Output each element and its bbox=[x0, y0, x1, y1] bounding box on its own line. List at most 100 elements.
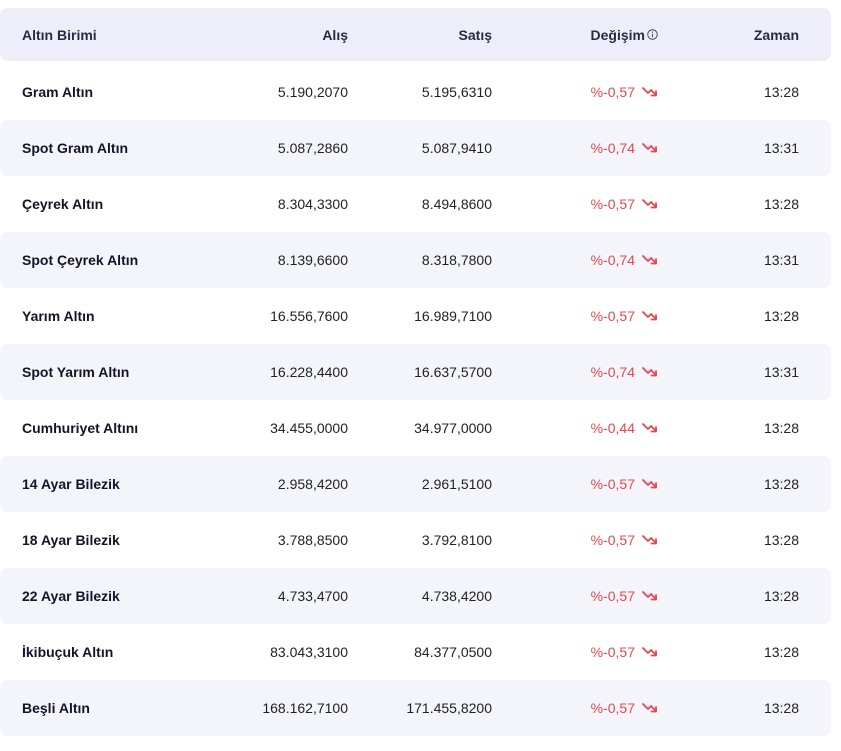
row-degisim-value: %-0,74 bbox=[590, 252, 635, 268]
header-degisim-label: Değişim bbox=[590, 26, 645, 43]
row-degisim-value: %-0,57 bbox=[590, 308, 635, 324]
row-name: 18 Ayar Bilezik bbox=[22, 532, 120, 548]
row-satis: 84.377,0500 bbox=[414, 644, 492, 660]
table-row[interactable]: 14 Ayar Bilezik 2.958,4200 2.961,5100 %-0,5… bbox=[0, 456, 831, 512]
row-alis: 8.139,6600 bbox=[277, 252, 348, 268]
row-satis: 8.494,8600 bbox=[421, 196, 492, 212]
row-alis: 8.304,3300 bbox=[277, 196, 348, 212]
row-satis: 16.989,7100 bbox=[414, 308, 492, 324]
row-name: Çeyrek Altın bbox=[22, 196, 104, 212]
row-satis: 5.087,9410 bbox=[421, 140, 492, 156]
row-name: Gram Altın bbox=[22, 84, 94, 100]
row-zaman: 13:28 bbox=[763, 700, 799, 716]
row-name: 14 Ayar Bilezik bbox=[22, 476, 120, 492]
trend-down-icon bbox=[642, 143, 657, 153]
row-degisim-value: %-0,57 bbox=[590, 700, 635, 716]
trend-down-icon bbox=[642, 479, 657, 489]
trend-down-icon bbox=[642, 591, 657, 601]
row-degisim: %-0,57 bbox=[510, 288, 658, 344]
row-satis: 171.455,8200 bbox=[406, 700, 492, 716]
row-zaman: 13:28 bbox=[763, 308, 799, 324]
row-alis: 2.958,4200 bbox=[277, 476, 348, 492]
trend-down-icon bbox=[642, 647, 657, 657]
row-alis: 83.043,3100 bbox=[270, 644, 348, 660]
row-degisim: %-0,57 bbox=[510, 176, 658, 232]
table-row[interactable]: Spot Yarım Altın 16.228,4400 16.637,5700 %-… bbox=[0, 344, 831, 400]
row-zaman: 13:28 bbox=[763, 644, 799, 660]
row-satis: 8.318,7800 bbox=[421, 252, 492, 268]
row-degisim: %-0,57 bbox=[510, 568, 658, 624]
row-satis: 4.738,4200 bbox=[421, 588, 492, 604]
row-degisim-value: %-0,74 bbox=[590, 140, 635, 156]
header-name: Altın Birimi bbox=[22, 26, 97, 43]
table-row[interactable]: Gram Altın 5.190,2070 5.195,6310 %-0,57 13:2… bbox=[0, 64, 831, 120]
row-alis: 34.455,0000 bbox=[270, 420, 348, 436]
row-degisim-value: %-0,57 bbox=[590, 196, 635, 212]
row-zaman: 13:28 bbox=[763, 84, 799, 100]
row-name: 22 Ayar Bilezik bbox=[22, 588, 120, 604]
row-name: Spot Çeyrek Altın bbox=[22, 252, 139, 268]
header-satis: Satış bbox=[458, 26, 492, 43]
trend-down-icon bbox=[642, 255, 657, 265]
trend-down-icon bbox=[642, 367, 657, 377]
header-degisim: Değişim bbox=[510, 8, 658, 61]
table-row[interactable]: Cumhuriyet Altını 34.455,0000 34.977,0000%… bbox=[0, 400, 831, 456]
row-alis: 168.162,7100 bbox=[262, 700, 348, 716]
row-alis: 16.228,4400 bbox=[270, 364, 348, 380]
row-name: Spot Yarım Altın bbox=[22, 364, 130, 380]
row-degisim-value: %-0,57 bbox=[590, 644, 635, 660]
row-name: İkibuçuk Altın bbox=[22, 644, 114, 660]
row-satis: 16.637,5700 bbox=[414, 364, 492, 380]
row-degisim: %-0,57 bbox=[510, 456, 658, 512]
row-alis: 5.087,2860 bbox=[277, 140, 348, 156]
info-icon[interactable] bbox=[647, 29, 658, 40]
row-zaman: 13:28 bbox=[763, 196, 799, 212]
row-zaman: 13:31 bbox=[763, 364, 799, 380]
row-zaman: 13:28 bbox=[763, 588, 799, 604]
row-satis: 2.961,5100 bbox=[421, 476, 492, 492]
row-zaman: 13:28 bbox=[763, 420, 799, 436]
trend-down-icon bbox=[642, 311, 657, 321]
row-name: Yarım Altın bbox=[22, 308, 95, 324]
table-row[interactable]: İkibuçuk Altın 83.043,3100 84.377,0500 %-0,… bbox=[0, 624, 831, 680]
row-alis: 3.788,8500 bbox=[277, 532, 348, 548]
row-degisim-value: %-0,44 bbox=[590, 420, 635, 436]
table-row[interactable]: Yarım Altın 16.556,7600 16.989,7100 %-0,57 1… bbox=[0, 288, 831, 344]
row-degisim: %-0,57 bbox=[510, 512, 658, 568]
row-zaman: 13:28 bbox=[763, 532, 799, 548]
row-alis: 5.190,2070 bbox=[277, 84, 348, 100]
row-degisim: %-0,74 bbox=[510, 232, 658, 288]
header-zaman: Zaman bbox=[753, 26, 799, 43]
table-row[interactable]: 22 Ayar Bilezik 4.733,4700 4.738,4200 %-0,5… bbox=[0, 568, 831, 624]
header-alis: Alış bbox=[322, 26, 348, 43]
table-row[interactable]: Spot Gram Altın 5.087,2860 5.087,9410 %-0,7… bbox=[0, 120, 831, 176]
row-zaman: 13:28 bbox=[763, 476, 799, 492]
trend-down-icon bbox=[642, 423, 657, 433]
row-degisim: %-0,57 bbox=[510, 64, 658, 120]
row-degisim: %-0,57 bbox=[510, 680, 658, 736]
row-degisim-value: %-0,57 bbox=[590, 476, 635, 492]
row-satis: 5.195,6310 bbox=[421, 84, 492, 100]
table-row[interactable]: Beşli Altın 168.162,7100 171.455,8200 %-0,5… bbox=[0, 680, 831, 736]
row-zaman: 13:31 bbox=[763, 252, 799, 268]
row-name: Spot Gram Altın bbox=[22, 140, 129, 156]
row-degisim-value: %-0,74 bbox=[590, 364, 635, 380]
table-row[interactable]: Çeyrek Altın 8.304,3300 8.494,8600 %-0,57 13… bbox=[0, 176, 831, 232]
row-name: Cumhuriyet Altını bbox=[22, 420, 139, 436]
row-alis: 4.733,4700 bbox=[277, 588, 348, 604]
row-name: Beşli Altın bbox=[22, 700, 90, 716]
row-degisim-value: %-0,57 bbox=[590, 84, 635, 100]
trend-down-icon bbox=[642, 199, 657, 209]
table-header: Altın Birimi Alış Satış Değişim Zaman bbox=[0, 8, 831, 61]
row-alis: 16.556,7600 bbox=[270, 308, 348, 324]
row-degisim-value: %-0,57 bbox=[590, 588, 635, 604]
table-row[interactable]: Spot Çeyrek Altın 8.139,6600 8.318,7800 %-0… bbox=[0, 232, 831, 288]
row-degisim: %-0,74 bbox=[510, 344, 658, 400]
table-row[interactable]: 18 Ayar Bilezik 3.788,8500 3.792,8100 %-0,5… bbox=[0, 512, 831, 568]
gold-price-table: Altın Birimi Alış Satış Değişim Zaman Gr… bbox=[0, 8, 831, 736]
table-body: Gram Altın 5.190,2070 5.195,6310 %-0,57 13:2… bbox=[0, 64, 831, 736]
row-degisim: %-0,74 bbox=[510, 120, 658, 176]
trend-down-icon bbox=[642, 87, 657, 97]
row-zaman: 13:31 bbox=[763, 140, 799, 156]
row-satis: 34.977,0000 bbox=[414, 420, 492, 436]
